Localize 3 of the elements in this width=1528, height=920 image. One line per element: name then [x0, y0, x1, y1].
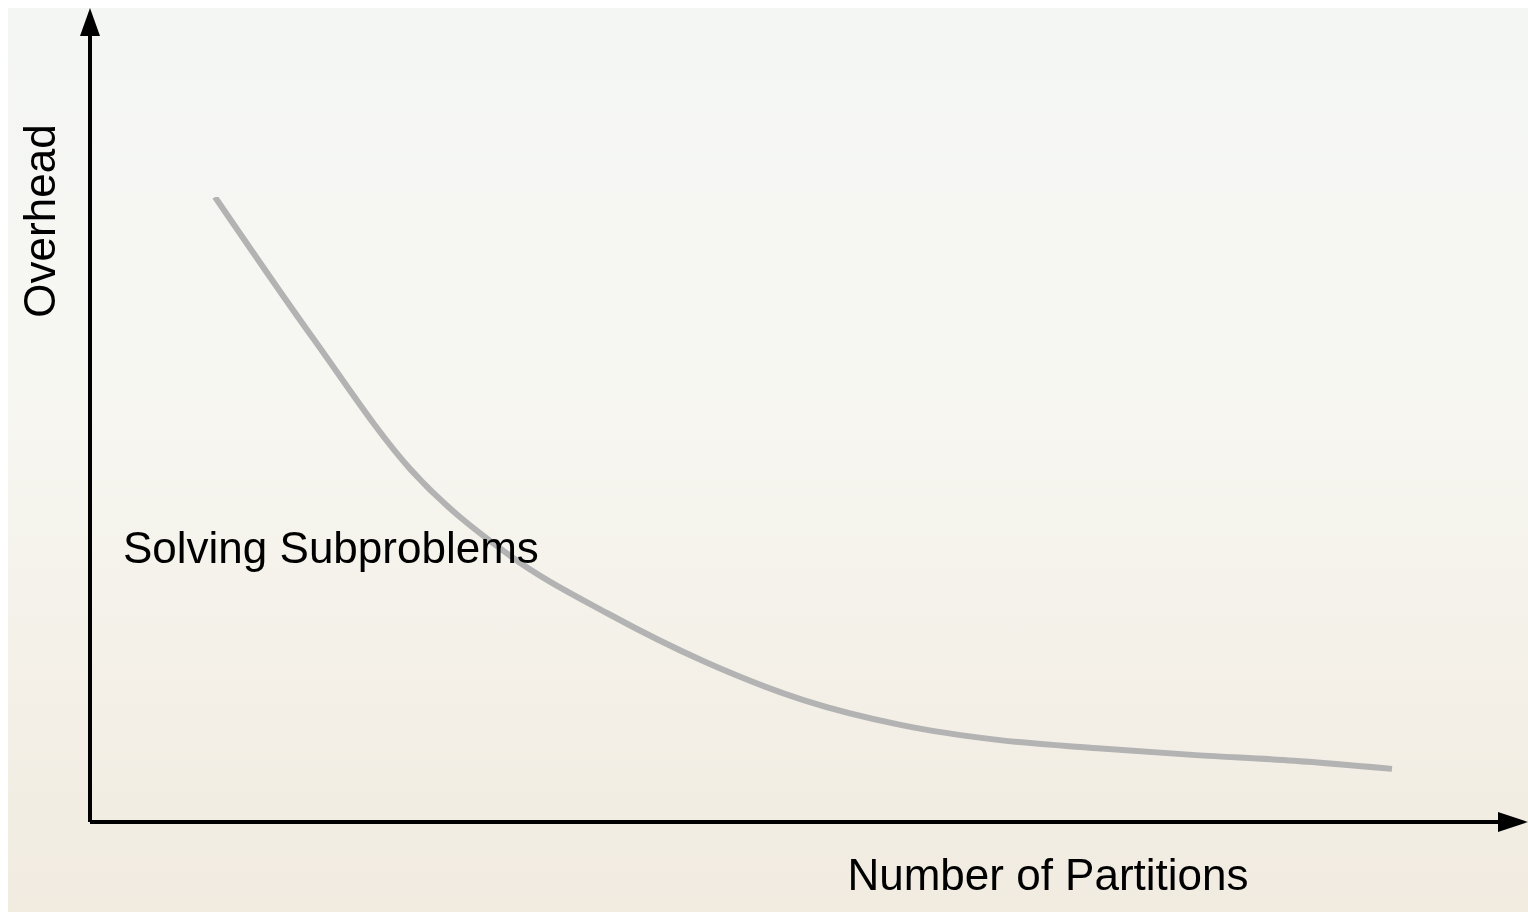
x-axis-title: Number of Partitions [846, 850, 1250, 900]
series-label: Solving Subproblems [123, 523, 539, 573]
y-axis-title: Overhead [15, 123, 65, 320]
